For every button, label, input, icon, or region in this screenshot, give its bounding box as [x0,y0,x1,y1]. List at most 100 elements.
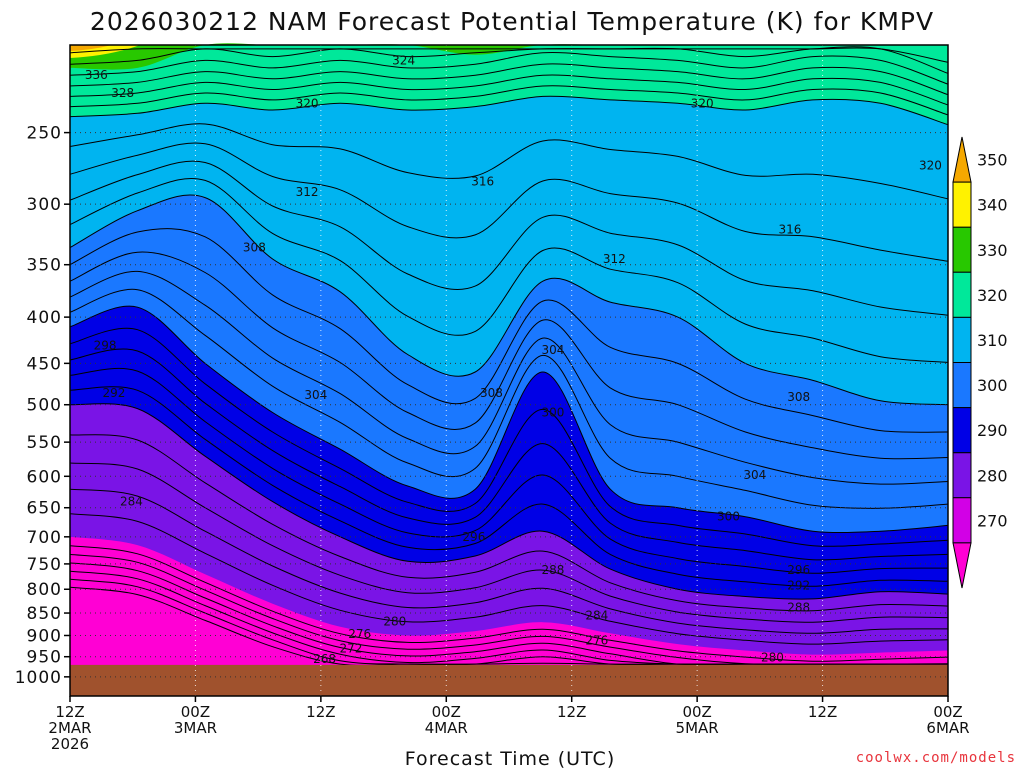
contour-label: 280 [761,651,784,665]
x-tick-label: 2MAR [48,719,91,737]
y-tick-label: 700 [27,528,62,548]
colorbar-segment [952,136,972,183]
x-tick-label: 12Z [557,703,586,721]
contour-label: 320 [691,96,714,110]
colorbar-segment [952,226,972,273]
y-tick-label: 900 [27,626,62,646]
x-tick-label: 12Z [306,703,335,721]
contour-line [69,348,949,561]
contour-label: 300 [717,510,740,524]
source-credit: coolwx.com/models [856,750,1016,766]
x-tick-label: 6MAR [926,719,969,737]
ground-fill [70,664,948,696]
y-tick-label: 250 [27,124,62,144]
colorbar-segment [952,271,972,318]
contour-line [69,488,949,634]
colorbar-segment [952,497,972,544]
contour-line [69,228,949,433]
colorbar-tick-label: 290 [977,421,1008,440]
y-tick-label: 600 [27,467,62,487]
x-tick-label: 00Z [933,703,962,721]
contour-label: 288 [541,563,564,577]
x-tick-label: 12Z [55,703,84,721]
y-tick-label: 400 [27,308,62,328]
colorbar-segment [952,181,972,228]
contour-line [69,95,949,126]
x-tick-label: 5MAR [676,719,719,737]
contour-label: 284 [120,495,143,509]
contour-label: 276 [585,634,608,648]
colorbar-legend: 350 340 330 320 310 300 290 280 270 [952,136,1008,589]
contour-label: 312 [296,185,319,199]
y-tick-label: 950 [27,648,62,668]
contour-label: 316 [471,174,494,188]
colorbar-tick-label: 330 [977,241,1008,260]
colorbar-tick-label: 350 [977,151,1008,170]
colorbar-tick-label: 270 [977,511,1008,530]
contour-label: 320 [296,96,319,110]
contour-label: 320 [919,159,942,173]
y-tick-label: 550 [27,433,62,453]
y-tick-label: 500 [27,396,62,416]
x-tick-label: 00Z [181,703,210,721]
contour-label: 304 [541,343,564,357]
contour-label: 268 [313,652,336,666]
colorbar-segment [952,542,972,589]
band-345-355 [70,45,112,51]
contour-line [69,367,949,574]
contour-label: 280 [383,614,406,628]
band-320-330 [70,45,948,125]
colorbar-tick-label: 300 [977,376,1008,395]
contour-label: 296 [787,563,810,577]
colorbar-tick-label: 320 [977,286,1008,305]
contour-label: 316 [779,223,802,237]
contour-line [69,47,949,63]
y-tick-label: 300 [27,195,62,215]
colorbar-segment [952,407,972,454]
colorbar-segment [952,362,972,409]
contour-line [69,462,949,623]
x-tick-label: 00Z [432,703,461,721]
contour-lines [69,46,949,666]
contour-line [69,386,949,587]
colorbar-tick-label: 280 [977,466,1008,485]
contour-line [69,63,949,96]
contour-line [69,327,949,547]
contour-label: 298 [94,339,117,353]
y-tick-label: 450 [27,354,62,374]
colorbar-tick-label: 340 [977,196,1008,215]
contour-label: 304 [743,468,766,482]
x-tick-label: 3MAR [174,719,217,737]
contour-line [69,194,949,406]
y-axis: 2503003504004505005506006507007508008509… [15,124,70,688]
contour-label: 296 [462,530,485,544]
y-tick-label: 800 [27,580,62,600]
colorbar-segment [952,452,972,499]
contour-line [69,434,949,612]
contour-label: 276 [348,627,371,641]
contour-label: 292 [787,578,810,592]
contour-line [69,288,949,509]
contour-label: 272 [340,641,363,655]
contour-line [69,403,949,600]
contour-line [69,160,949,316]
plot-frame [69,44,949,697]
contour-label: 308 [787,390,810,404]
contour-label: 308 [480,386,503,400]
contour-label: 312 [603,252,626,266]
contour-line [69,85,949,116]
contour-label: 308 [243,241,266,255]
contour-line [69,123,949,200]
contour-label: 300 [541,405,564,419]
y-tick-label: 750 [27,555,62,575]
contour-line [69,305,949,533]
colorbar-tick-label: 310 [977,331,1008,350]
contour-line [69,270,949,485]
x-tick-label: 00Z [682,703,711,721]
y-tick-label: 350 [27,256,62,276]
contour-line [69,545,949,662]
contour-label: 292 [102,386,125,400]
